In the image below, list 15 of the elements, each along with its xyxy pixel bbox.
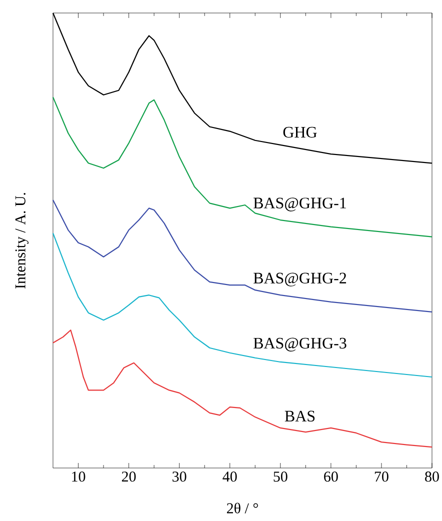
x-tick-label: 30 <box>172 472 186 482</box>
x-tick-label: 60 <box>324 472 338 482</box>
x-tick-label: 10 <box>72 472 86 482</box>
y-axis-title: Intensity / A. U. <box>15 192 28 288</box>
x-axis-title: 2θ / ° <box>226 502 258 514</box>
x-tick-label: 70 <box>374 472 388 482</box>
x-tick-label: 50 <box>274 472 288 482</box>
series-label: BAS@GHG-2 <box>254 272 346 286</box>
series-label: GHG <box>283 126 317 138</box>
series-label: BAS <box>284 410 315 422</box>
series-label: BAS@GHG-1 <box>254 198 346 212</box>
series-label: BAS@GHG-3 <box>254 338 346 352</box>
x-tick-label: 20 <box>122 472 136 482</box>
x-tick-label: 40 <box>222 472 237 482</box>
x-tick-label: 80 <box>425 472 439 482</box>
